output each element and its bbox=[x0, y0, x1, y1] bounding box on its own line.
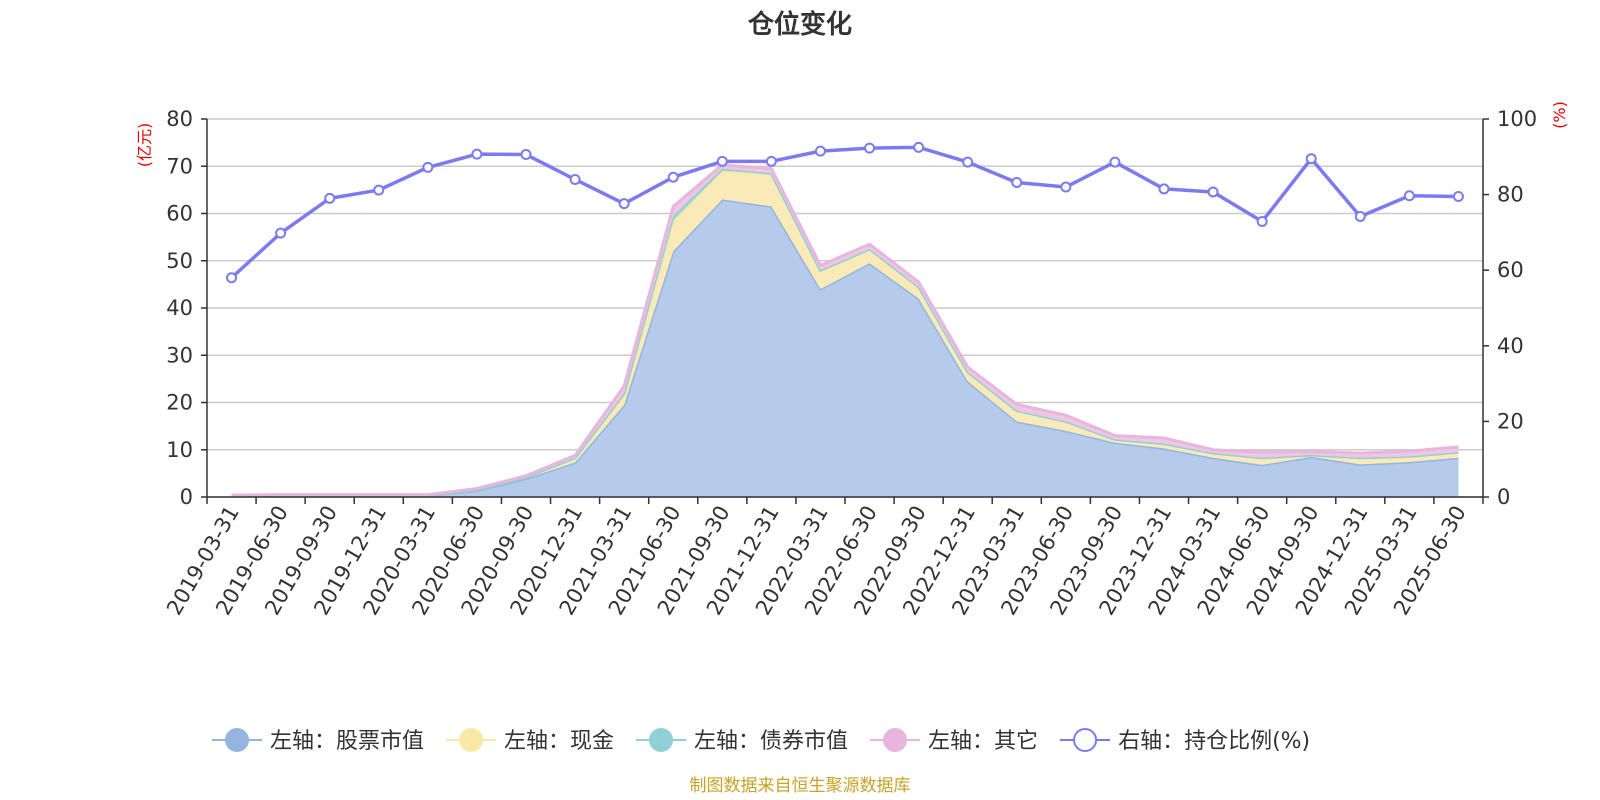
right-tick-label: 0 bbox=[1497, 485, 1510, 509]
left-tick-label: 20 bbox=[166, 391, 193, 415]
right-tick-label: 20 bbox=[1497, 409, 1524, 433]
left-tick-label: 80 bbox=[166, 107, 193, 131]
legend-marker bbox=[1073, 728, 1098, 752]
ratio-point bbox=[1109, 156, 1121, 168]
area-fill-0 bbox=[231, 199, 1459, 497]
left-tick-label: 40 bbox=[166, 296, 193, 320]
ratio-point bbox=[814, 145, 826, 157]
ratio-point bbox=[226, 272, 238, 284]
ratio-point bbox=[471, 148, 483, 160]
legend-label: 左轴：其它 bbox=[928, 729, 1038, 754]
ratio-point bbox=[422, 161, 434, 173]
right-tick-label: 80 bbox=[1497, 183, 1524, 207]
legend: 左轴：股票市值 左轴：现金 左轴：债券市值 左轴：其它 右轴：持仓比例(%) bbox=[212, 728, 1310, 754]
chart-title: 仓位变化 bbox=[747, 9, 852, 40]
area-series-group bbox=[231, 163, 1459, 498]
left-tick-label: 60 bbox=[166, 202, 193, 226]
legend-marker bbox=[649, 728, 674, 752]
right-axis-unit: (%) bbox=[1550, 101, 1569, 129]
ratio-point bbox=[1158, 183, 1170, 195]
ratio-point bbox=[324, 192, 336, 204]
right-tick-label: 40 bbox=[1497, 334, 1524, 358]
ratio-point bbox=[765, 155, 777, 167]
ratio-point bbox=[962, 156, 974, 168]
ratio-line-group bbox=[226, 141, 1464, 284]
legend-item-4: 右轴：持仓比例(%) bbox=[1060, 728, 1310, 754]
legend-label: 左轴：股票市值 bbox=[270, 729, 424, 754]
legend-item-3: 左轴：其它 bbox=[870, 728, 1038, 754]
ratio-point bbox=[1354, 211, 1366, 223]
ratio-point bbox=[913, 141, 925, 153]
ratio-point bbox=[1403, 190, 1415, 202]
ratio-line bbox=[230, 145, 1459, 280]
legend-label: 右轴：持仓比例(%) bbox=[1118, 729, 1310, 754]
ratio-point bbox=[864, 142, 876, 154]
left-tick-label: 70 bbox=[166, 154, 193, 178]
right-tick-label: 100 bbox=[1497, 107, 1537, 131]
left-axis-unit: (亿元) bbox=[135, 123, 154, 168]
ratio-point bbox=[716, 155, 728, 167]
left-tick-label: 0 bbox=[180, 485, 193, 509]
ratio-point bbox=[1452, 190, 1464, 202]
legend-label: 左轴：债券市值 bbox=[694, 729, 848, 754]
legend-marker bbox=[883, 728, 908, 752]
ratio-point bbox=[1207, 186, 1219, 198]
left-tick-label: 30 bbox=[166, 343, 193, 367]
left-tick-label: 10 bbox=[166, 438, 193, 462]
right-tick-label: 60 bbox=[1497, 258, 1524, 282]
legend-marker bbox=[225, 728, 249, 752]
ratio-point bbox=[373, 184, 385, 196]
legend-item-2: 左轴：债券市值 bbox=[636, 728, 848, 754]
ratio-point bbox=[1011, 177, 1023, 189]
ratio-point bbox=[618, 198, 630, 210]
ratio-point bbox=[520, 149, 532, 161]
ratio-point bbox=[1256, 215, 1268, 227]
legend-marker bbox=[459, 728, 484, 752]
ratio-point bbox=[569, 173, 581, 185]
legend-item-0: 左轴：股票市值 bbox=[212, 728, 424, 754]
legend-label: 左轴：现金 bbox=[504, 729, 614, 754]
ratio-point bbox=[275, 227, 287, 239]
left-tick-label: 50 bbox=[166, 249, 193, 273]
ratio-point bbox=[1060, 181, 1072, 193]
ratio-point bbox=[667, 171, 679, 183]
ratio-point bbox=[1305, 153, 1317, 165]
legend-item-1: 左轴：现金 bbox=[446, 728, 614, 754]
area-line-3 bbox=[231, 163, 1459, 497]
footer-source: 制图数据来自恒生聚源数据库 bbox=[690, 776, 911, 796]
